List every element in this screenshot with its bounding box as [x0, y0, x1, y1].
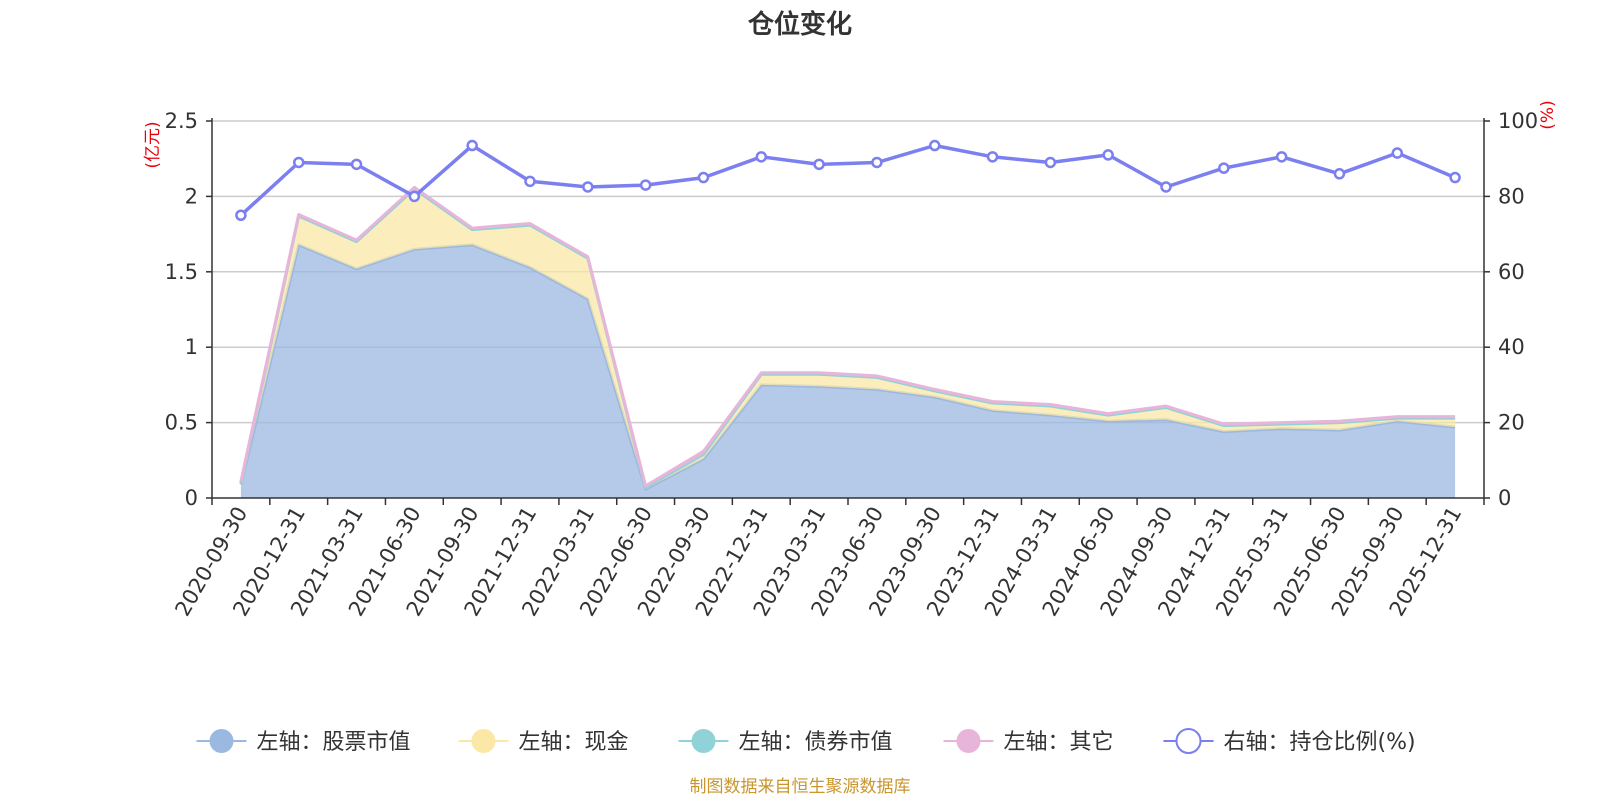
legend-item: 左轴：股票市值: [196, 729, 411, 755]
ratio-point: [986, 151, 999, 163]
ratio-point: [1391, 147, 1404, 159]
legend: 左轴：股票市值 左轴：现金 左轴：债券市值 左轴：其它 右轴：持仓比例(%): [196, 728, 1416, 755]
right-axis-tick-label: 40: [1498, 335, 1525, 359]
legend-marker: [1175, 728, 1202, 754]
ratio-point: [1102, 149, 1114, 161]
left-axis-tick-label: 2: [185, 184, 198, 208]
left-axis-tick-label: 0: [185, 486, 198, 510]
right-axis-tick-label: 60: [1498, 260, 1525, 284]
legend-marker: [691, 729, 716, 753]
ratio-point: [408, 190, 421, 203]
ratio-point: [292, 156, 305, 169]
left-axis-unit: (亿元): [143, 121, 163, 168]
ratio-point: [466, 139, 478, 152]
ratio-point: [697, 171, 710, 184]
legend-label: 左轴：债券市值: [739, 730, 893, 755]
area-fill: [240, 244, 1456, 498]
legend-item: 左轴：现金: [458, 729, 629, 755]
ratio-point: [1333, 168, 1346, 180]
ratio-point: [1044, 156, 1057, 169]
legend-item: 左轴：其它: [943, 729, 1114, 755]
area-series: [239, 185, 1456, 498]
legend-item: 左轴：债券市值: [678, 729, 893, 755]
area-line: [239, 185, 1456, 488]
ratio-point: [813, 158, 825, 171]
source-note: 制图数据来自恒生聚源数据库: [690, 777, 911, 797]
ratio-point: [755, 151, 768, 163]
left-axis-tick-label: 0.5: [165, 411, 198, 435]
right-axis-unit: (%): [1538, 100, 1558, 129]
legend-label: 右轴：持仓比例(%): [1224, 730, 1416, 755]
ratio-point: [524, 175, 536, 188]
legend-label: 左轴：股票市值: [257, 730, 411, 755]
ratio-point: [1449, 171, 1461, 184]
right-axis-tick-label: 80: [1498, 184, 1525, 208]
legend-item: 右轴：持仓比例(%): [1163, 728, 1416, 755]
ratio-point: [871, 156, 883, 169]
right-axis-tick-label: 100: [1498, 109, 1538, 133]
ratio-point: [639, 179, 652, 191]
area-fill: [240, 188, 1456, 489]
ratio-point: [350, 158, 363, 171]
right-axis-tick-label: 0: [1498, 486, 1511, 510]
legend-label: 左轴：现金: [519, 730, 629, 755]
legend-marker: [471, 729, 496, 753]
ratio-line: [239, 143, 1456, 217]
ratio-line-series: [235, 139, 1461, 221]
legend-marker: [209, 729, 234, 753]
ratio-point: [1218, 162, 1230, 174]
ratio-point: [1275, 151, 1288, 163]
ratio-point: [928, 139, 941, 152]
legend-marker: [956, 729, 981, 753]
left-axis-tick-label: 1: [185, 335, 198, 359]
left-axis-tick-label: 1.5: [165, 260, 198, 284]
ratio-point: [1160, 181, 1172, 193]
chart-title: 仓位变化: [747, 9, 852, 40]
ratio-point: [582, 181, 594, 193]
right-axis-tick-label: 20: [1498, 411, 1525, 435]
ratio-point: [235, 209, 247, 221]
left-axis-tick-label: 2.5: [165, 109, 198, 133]
legend-label: 左轴：其它: [1004, 730, 1114, 755]
